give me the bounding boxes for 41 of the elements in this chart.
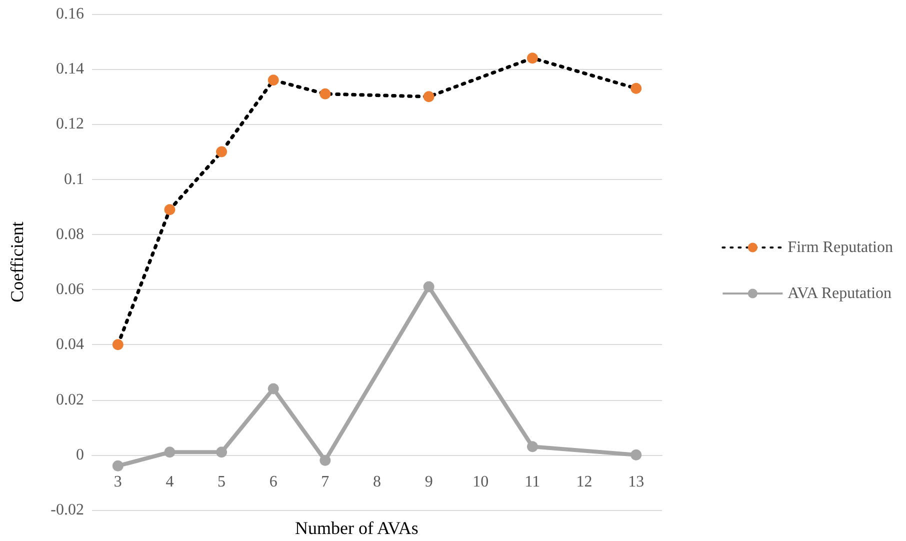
x-tick-label: 10: [472, 473, 489, 490]
point: [526, 52, 538, 64]
y-tick-label: 0.1: [64, 170, 84, 188]
x-tick-label: 5: [218, 473, 226, 490]
point: [112, 460, 124, 472]
point: [320, 454, 331, 466]
y-tick-label: 0.08: [56, 226, 84, 243]
x-tick-label: 6: [269, 473, 278, 490]
point: [630, 449, 642, 460]
point: [216, 146, 228, 158]
y-tick-label: -0.02: [50, 502, 84, 518]
point: [268, 74, 279, 86]
x-tick-label: 12: [576, 473, 592, 490]
point: [526, 441, 538, 452]
y-tick-label: 0.12: [56, 116, 84, 133]
point: [164, 446, 176, 458]
x-tick-label: 3: [114, 473, 122, 490]
point: [112, 339, 124, 350]
y-tick-label: 0.02: [56, 391, 84, 408]
point: [216, 446, 228, 458]
x-axis-title: Number of AVAs: [295, 518, 418, 538]
point: [423, 281, 434, 292]
x-tick-label: 4: [166, 473, 174, 490]
point: [164, 204, 176, 216]
x-tick-label: 9: [424, 473, 433, 490]
legend-label: AVA Reputation: [788, 285, 892, 302]
x-tick-label: 7: [321, 473, 330, 490]
y-tick-label: 0.06: [56, 281, 84, 298]
x-tick-label: 8: [373, 473, 381, 490]
point: [423, 91, 434, 102]
point: [630, 82, 642, 94]
point: [268, 383, 279, 394]
x-tick-label: 13: [628, 473, 644, 490]
legend-label: Firm Reputation: [788, 239, 893, 256]
y-axis-title: Coefficient: [7, 222, 27, 302]
y-tick-label: 0.04: [56, 336, 84, 354]
y-tick-label: 0.16: [56, 6, 84, 22]
y-tick-label: 0: [76, 446, 84, 464]
point: [320, 88, 331, 100]
x-tick-label: 11: [524, 473, 540, 490]
y-tick-label: 0.14: [56, 60, 84, 78]
